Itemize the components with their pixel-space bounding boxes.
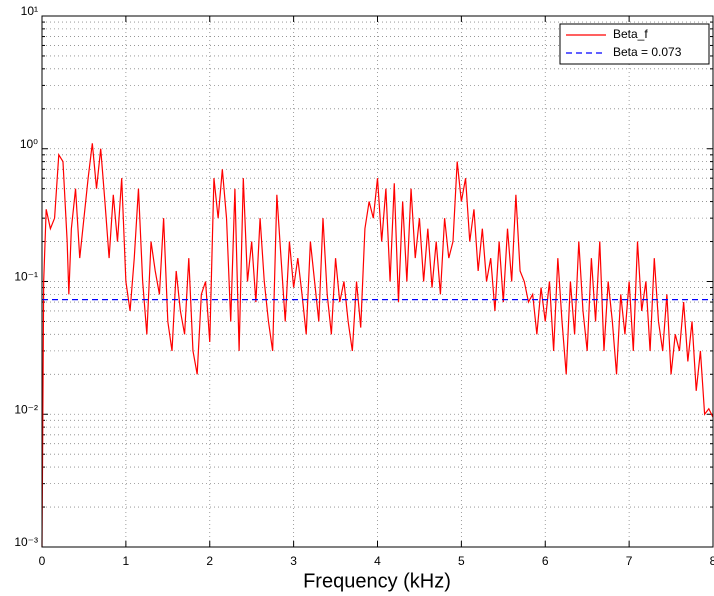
y-tick-label: 10¹ <box>21 4 38 18</box>
x-tick-label: 4 <box>374 554 381 568</box>
y-tick-label: 10⁻² <box>14 402 38 416</box>
x-tick-label: 6 <box>542 554 549 568</box>
x-tick-label: 7 <box>626 554 633 568</box>
y-tick-label: 10⁰ <box>20 137 38 151</box>
y-tick-label: 10⁻¹ <box>14 270 38 284</box>
legend-label: Beta = 0.073 <box>613 45 682 59</box>
x-axis-label: Frequency (kHz) <box>303 570 451 592</box>
plot-frame <box>41 15 714 548</box>
x-tick-label: 5 <box>458 554 465 568</box>
legend-box <box>559 23 710 65</box>
y-tick-label: 10⁻³ <box>14 535 38 549</box>
x-tick-label: 8 <box>710 554 714 568</box>
legend-label: Beta_f <box>613 27 648 41</box>
x-tick-label: 3 <box>290 554 297 568</box>
data-line <box>41 143 714 548</box>
x-tick-label: 0 <box>39 554 46 568</box>
x-tick-label: 2 <box>206 554 213 568</box>
x-tick-label: 1 <box>123 554 130 568</box>
